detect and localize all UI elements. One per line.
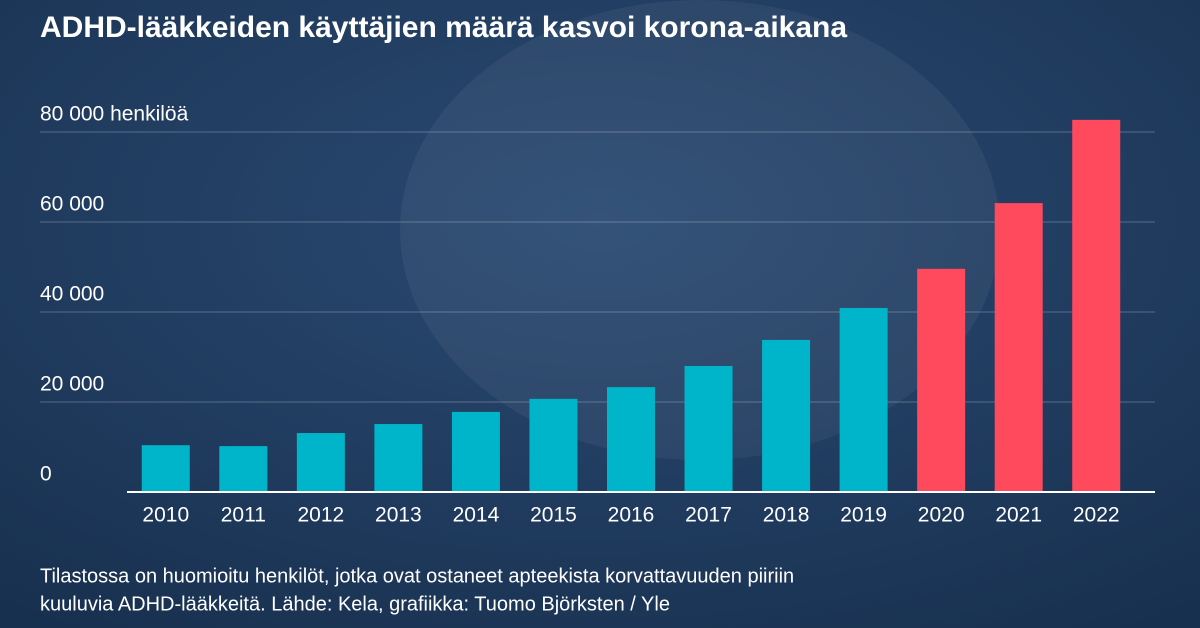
- y-tick-label: 20 000: [40, 373, 104, 396]
- y-tick-label: 40 000: [40, 283, 104, 306]
- x-tick-label: 2010: [142, 504, 189, 527]
- bar: [1072, 119, 1121, 492]
- x-tick-label: 2022: [1073, 504, 1120, 527]
- bar: [917, 268, 966, 492]
- footnote: Tilastossa on huomioitu henkilöt, jotka …: [40, 565, 794, 587]
- bar: [219, 446, 268, 492]
- y-tick-label: 60 000: [40, 193, 104, 216]
- bar: [839, 307, 888, 492]
- bar: [141, 445, 190, 492]
- x-tick-label: 2013: [375, 504, 422, 527]
- bar: [374, 424, 423, 492]
- x-tick-label: 2021: [995, 504, 1042, 527]
- x-tick-label: 2016: [608, 504, 655, 527]
- bar: [451, 411, 500, 492]
- y-tick-label: 80 000 henkilöä: [40, 103, 189, 126]
- x-tick-label: 2014: [453, 504, 500, 527]
- footnote: kuuluvia ADHD-lääkkeitä. Lähde: Kela, gr…: [40, 593, 670, 615]
- x-tick-label: 2012: [297, 504, 344, 527]
- bar: [296, 433, 345, 492]
- x-tick-label: 2019: [840, 504, 887, 527]
- chart-title: ADHD-lääkkeiden käyttäjien määrä kasvoi …: [40, 11, 847, 44]
- y-tick-label: 0: [40, 463, 52, 486]
- bar: [684, 366, 733, 492]
- bar: [994, 203, 1043, 492]
- bar: [762, 339, 811, 492]
- bar: [529, 398, 578, 492]
- bar: [607, 387, 655, 492]
- x-tick-label: 2018: [763, 504, 810, 527]
- x-tick-label: 2020: [918, 504, 965, 527]
- x-tick-label: 2011: [221, 504, 266, 527]
- x-tick-label: 2015: [530, 504, 577, 527]
- x-tick-label: 2017: [685, 504, 732, 527]
